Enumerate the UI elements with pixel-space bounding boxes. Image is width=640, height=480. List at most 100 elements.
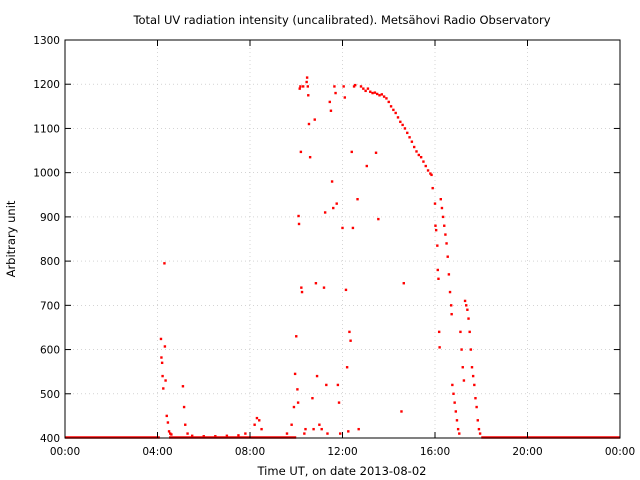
data-point — [295, 335, 298, 338]
data-point — [419, 155, 423, 159]
data-point — [160, 361, 164, 365]
data-point — [461, 366, 464, 369]
data-point — [440, 206, 444, 210]
data-point — [314, 282, 318, 285]
data-point — [417, 153, 421, 157]
data-point — [329, 109, 333, 112]
data-point — [467, 317, 470, 320]
data-point — [305, 80, 308, 84]
data-point — [325, 383, 328, 387]
data-point — [308, 155, 312, 159]
data-point — [392, 108, 395, 112]
data-point — [297, 222, 301, 226]
data-point — [184, 423, 187, 426]
data-points — [159, 76, 482, 438]
data-point — [444, 233, 447, 236]
x-axis-label: Time UT, on date 2013-08-02 — [257, 464, 427, 478]
data-point — [163, 345, 167, 348]
data-point — [312, 427, 315, 431]
data-point — [369, 90, 372, 93]
data-point — [371, 91, 374, 95]
data-point — [478, 432, 482, 435]
x-axis-ticks: 00:00 04:00 08:00 12:00 16:00 20:00 00:00 — [50, 40, 635, 458]
data-point — [335, 202, 338, 205]
data-point — [313, 118, 316, 121]
data-point — [439, 198, 442, 201]
data-point — [453, 401, 456, 404]
data-point — [214, 435, 217, 438]
data-point — [348, 330, 351, 334]
data-point — [337, 401, 341, 404]
data-point — [160, 356, 163, 359]
data-point — [328, 100, 331, 104]
data-point — [352, 85, 356, 88]
data-point — [446, 255, 449, 258]
data-point — [299, 85, 302, 88]
data-point — [342, 85, 345, 88]
data-point — [202, 435, 205, 438]
data-point — [290, 423, 293, 426]
data-point — [182, 405, 186, 409]
data-point — [431, 186, 434, 190]
data-point — [454, 410, 458, 413]
data-point — [255, 416, 259, 420]
data-point — [387, 100, 390, 104]
data-point — [436, 244, 439, 247]
data-point — [471, 374, 475, 378]
y-tick-label: 1200 — [33, 79, 60, 91]
data-point — [445, 242, 448, 245]
data-point — [306, 85, 310, 88]
data-point — [433, 202, 437, 205]
data-point — [436, 268, 439, 272]
data-point — [320, 427, 323, 431]
data-point — [330, 180, 334, 183]
y-axis-label: Arbitrary unit — [4, 200, 18, 277]
data-point — [166, 421, 170, 424]
data-point — [452, 392, 455, 395]
x-tick-label: 08:00 — [235, 446, 265, 458]
data-point — [292, 405, 296, 409]
x-tick-label: 00:00 — [605, 446, 635, 458]
data-point — [375, 92, 379, 96]
data-point — [285, 432, 289, 435]
y-axis-ticks: 400 500 600 700 800 900 1000 1100 1200 1300 — [33, 35, 620, 445]
y-tick-label: 700 — [40, 300, 60, 312]
data-point — [159, 337, 163, 341]
data-point — [477, 427, 481, 431]
x-tick-label: 20:00 — [512, 446, 542, 458]
data-point — [412, 145, 416, 149]
data-point — [459, 330, 462, 334]
data-point — [406, 131, 409, 135]
data-point — [466, 308, 469, 311]
data-point — [430, 173, 433, 177]
data-point — [389, 105, 393, 108]
data-point — [351, 226, 355, 230]
data-point — [422, 160, 425, 163]
data-point — [341, 226, 344, 230]
chart-title: Total UV radiation intensity (uncalibrat… — [132, 13, 550, 27]
data-point — [357, 427, 360, 431]
data-point — [474, 397, 477, 400]
data-point — [426, 169, 430, 172]
x-tick-label: 04:00 — [142, 446, 172, 458]
data-point — [429, 172, 432, 175]
data-point — [333, 85, 336, 88]
data-point — [447, 273, 451, 276]
data-point — [403, 127, 407, 130]
data-point — [468, 330, 471, 334]
data-point — [347, 430, 350, 433]
data-point — [441, 215, 445, 219]
y-tick-label: 800 — [40, 256, 60, 268]
data-point — [359, 85, 363, 88]
data-point — [437, 330, 441, 334]
data-point — [401, 123, 404, 127]
data-point — [434, 224, 437, 227]
data-point — [365, 164, 368, 168]
data-point — [462, 379, 466, 382]
data-point — [470, 366, 474, 369]
data-point — [258, 419, 261, 422]
data-point — [338, 432, 342, 435]
data-point — [323, 211, 327, 214]
data-point — [296, 401, 300, 404]
